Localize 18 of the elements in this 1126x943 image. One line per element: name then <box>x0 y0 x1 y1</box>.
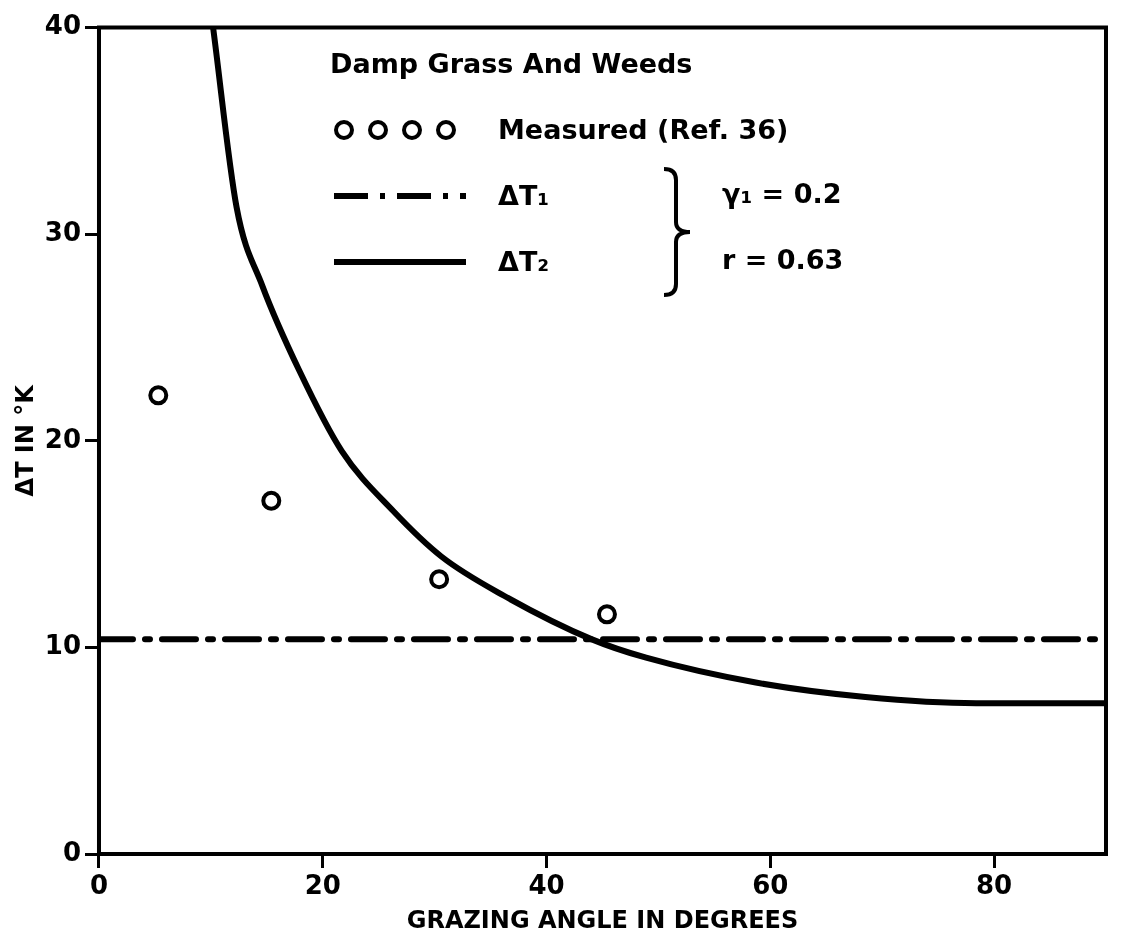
y-axis-title: ΔT IN °K <box>10 383 39 497</box>
x-tick-label: 0 <box>89 870 109 901</box>
legend-label: ΔT₂ <box>498 246 550 277</box>
y-tick-label: 0 <box>62 836 81 867</box>
legend-label: Measured (Ref. 36) <box>498 114 789 145</box>
y-tick-label: 10 <box>44 630 81 661</box>
annotation: r = 0.63 <box>722 244 844 275</box>
legend-label: ΔT₁ <box>498 180 550 211</box>
x-tick-label: 60 <box>752 870 789 901</box>
x-tick-label: 80 <box>976 870 1013 901</box>
legend-title: Damp Grass And Weeds <box>330 48 693 79</box>
x-tick-label: 20 <box>304 870 341 901</box>
y-tick-label: 30 <box>44 216 81 247</box>
y-tick-label: 20 <box>44 423 81 454</box>
x-axis-title: GRAZING ANGLE IN DEGREES <box>406 905 799 934</box>
x-tick-label: 40 <box>528 870 565 901</box>
annotation: γ₁ = 0.2 <box>722 178 842 209</box>
y-tick-label: 40 <box>44 10 81 41</box>
